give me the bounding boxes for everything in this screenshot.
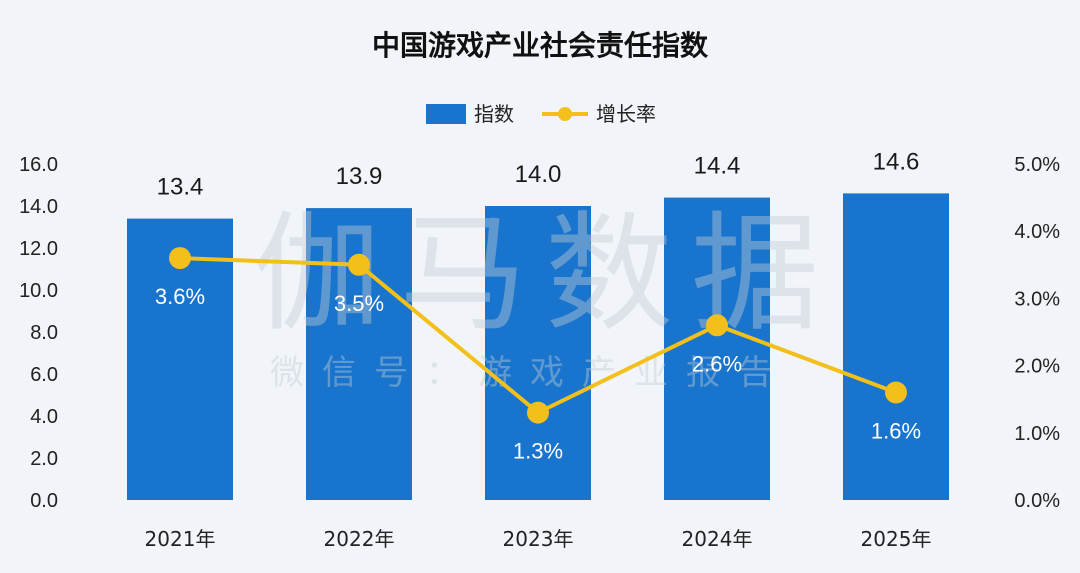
legend: 指数 增长率 — [426, 102, 656, 126]
left-tick-label: 8.0 — [30, 322, 58, 344]
growth-rate-point — [169, 247, 191, 270]
right-tick-label: 2.0% — [1014, 356, 1060, 378]
right-tick-label: 0.0% — [1014, 490, 1060, 512]
bar-value-label: 14.4 — [694, 153, 741, 180]
left-axis: 0.0 2.0 4.0 6.0 8.0 10.0 12.0 14.0 16.0 — [19, 154, 58, 512]
growth-rate-label: 1.3% — [513, 439, 563, 464]
left-tick-label: 0.0 — [30, 490, 58, 512]
bar-labels: 13.4 13.9 14.0 14.4 14.6 — [157, 148, 920, 200]
left-tick-label: 2.0 — [30, 448, 58, 470]
bar-value-label: 14.6 — [873, 148, 920, 175]
bars — [127, 193, 949, 500]
index-bar — [664, 197, 770, 500]
left-tick-label: 14.0 — [19, 196, 58, 218]
left-tick-label: 10.0 — [19, 280, 58, 302]
x-tick-label: 2021年 — [145, 527, 216, 551]
x-tick-label: 2025年 — [861, 527, 932, 551]
legend-swatch-marker — [558, 107, 572, 121]
growth-line-layer: 3.6% 3.5% 1.3% 2.6% 1.6% — [155, 247, 921, 464]
bar-value-label: 13.9 — [336, 163, 383, 190]
index-bar — [843, 193, 949, 500]
legend-swatch-bar — [426, 104, 466, 124]
right-tick-label: 1.0% — [1014, 423, 1060, 445]
x-tick-label: 2023年 — [503, 527, 574, 551]
right-axis: 0.0% 1.0% 2.0% 3.0% 4.0% 5.0% — [1014, 154, 1060, 512]
growth-rate-label: 3.6% — [155, 284, 205, 309]
left-tick-label: 4.0 — [30, 406, 58, 428]
growth-rate-label: 1.6% — [871, 418, 921, 443]
watermark-wechat: 微信号：游戏产业报告 — [270, 353, 790, 393]
chart-title: 中国游戏产业社会责任指数 — [372, 29, 709, 62]
right-tick-label: 4.0% — [1014, 221, 1060, 243]
right-tick-label: 5.0% — [1014, 154, 1060, 176]
bar-value-label: 14.0 — [515, 161, 562, 188]
growth-rate-point — [348, 253, 370, 276]
left-tick-label: 6.0 — [30, 364, 58, 386]
x-tick-label: 2022年 — [324, 527, 395, 551]
legend-label-growth: 增长率 — [596, 102, 656, 126]
left-tick-label: 12.0 — [19, 238, 58, 260]
growth-rate-point — [527, 401, 549, 424]
left-tick-label: 16.0 — [19, 154, 58, 176]
watermark-brand: 伽马数据 — [253, 200, 837, 349]
growth-rate-label: 2.6% — [692, 351, 742, 376]
bar-value-label: 13.4 — [157, 174, 204, 201]
growth-rate-label: 3.5% — [334, 291, 384, 316]
right-tick-label: 3.0% — [1014, 288, 1060, 310]
growth-rate-point — [706, 314, 728, 337]
index-bar — [485, 206, 591, 500]
growth-rate-point — [885, 381, 907, 404]
legend-label-index: 指数 — [474, 102, 514, 126]
x-tick-label: 2024年 — [682, 527, 753, 551]
x-axis: 2021年 2022年 2023年 2024年 2025年 — [145, 527, 932, 551]
